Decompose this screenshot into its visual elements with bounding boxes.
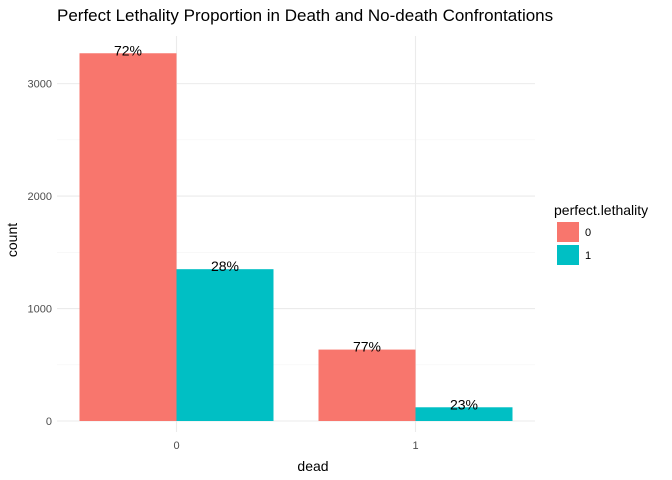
legend-label: 0 bbox=[585, 227, 591, 239]
chart-title: Perfect Lethality Proportion in Death an… bbox=[57, 6, 553, 25]
data-label: 77% bbox=[353, 339, 381, 355]
y-axis-title: count bbox=[4, 223, 20, 257]
legend-items: 01 bbox=[557, 222, 591, 265]
bar bbox=[176, 269, 274, 421]
x-tick-label: 0 bbox=[173, 440, 179, 452]
y-axis-ticks: 0 1000 2000 3000 bbox=[28, 79, 52, 428]
legend-swatch bbox=[557, 222, 579, 242]
x-tick-label: 1 bbox=[412, 440, 418, 452]
bar bbox=[415, 407, 513, 421]
x-axis-title: dead bbox=[297, 458, 328, 474]
data-labels: 72% 28% 77% 23% bbox=[114, 42, 478, 412]
bars bbox=[79, 53, 513, 421]
bar bbox=[79, 53, 177, 421]
data-label: 72% bbox=[114, 42, 142, 58]
y-tick-label: 2000 bbox=[28, 191, 52, 203]
y-tick-label: 0 bbox=[46, 416, 52, 428]
legend-label: 1 bbox=[585, 250, 591, 262]
legend: perfect.lethality 01 bbox=[554, 202, 648, 265]
y-tick-label: 1000 bbox=[28, 304, 52, 316]
y-tick-label: 3000 bbox=[28, 79, 52, 91]
bar bbox=[318, 349, 416, 421]
data-label: 23% bbox=[450, 396, 478, 412]
legend-swatch bbox=[557, 245, 579, 265]
legend-title: perfect.lethality bbox=[554, 202, 648, 218]
data-label: 28% bbox=[211, 258, 239, 274]
